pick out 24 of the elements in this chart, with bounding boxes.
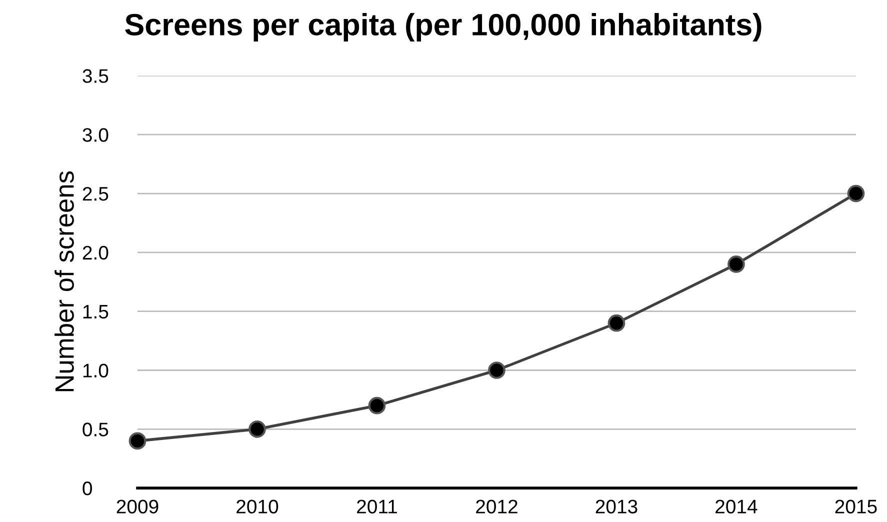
point [608,314,626,332]
x-tick-label: 2015 [835,500,877,514]
y-tick-label: 2.0 [82,246,108,260]
x-tick-label: 2011 [357,500,397,514]
y-tick-label: 0.5 [82,422,108,436]
point [128,432,146,450]
point [368,396,386,414]
y-tick-label: 0 [82,482,92,496]
x-tick-label: 2010 [236,500,278,514]
x-tick-label: 2014 [716,500,758,514]
point [488,362,506,379]
x-tick-label: 2012 [476,500,518,514]
y-tick-label: 3.0 [82,128,108,142]
x-tick-label: 2009 [116,500,158,514]
y-tick-label: 1.5 [83,305,108,319]
y-tick-label: 2.5 [82,186,108,201]
point [847,184,865,202]
point [248,420,266,438]
point [728,256,745,273]
y-tick-label: 1.0 [83,364,108,378]
y-axis-title: Number of screens [54,171,74,392]
y-tick-label: 3.5 [82,69,108,83]
x-tick-label: 2013 [596,500,638,514]
chart-title: Screens per capita (per 100,000 inhabitants) [125,13,762,42]
